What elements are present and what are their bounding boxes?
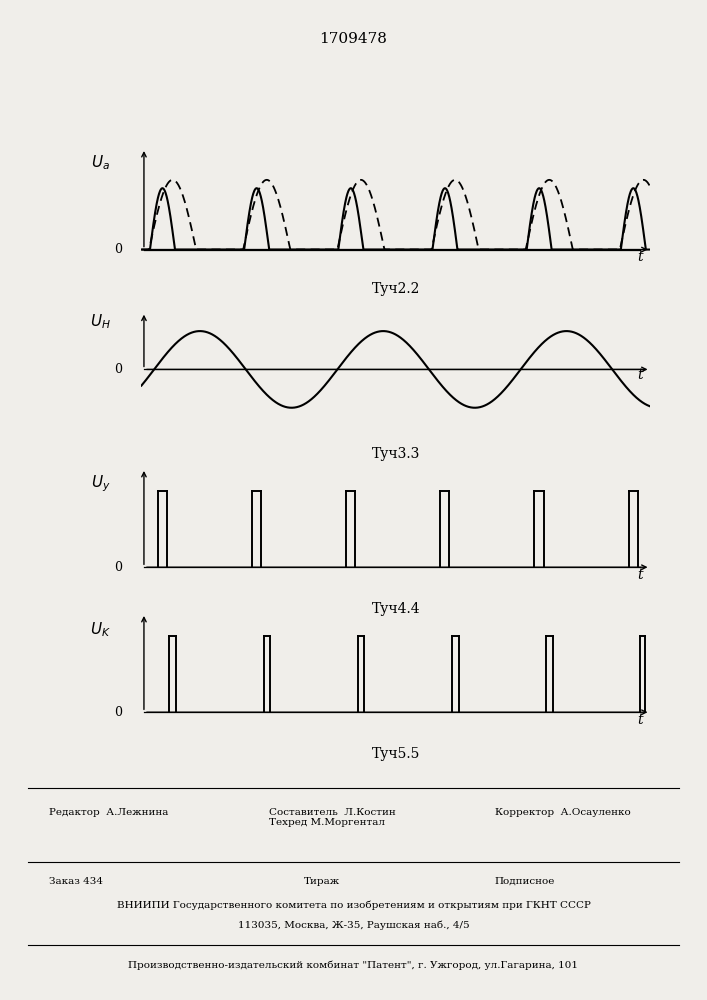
Text: Заказ 434: Заказ 434 <box>49 877 103 886</box>
Text: Составитель  Л.Костин
Техред М.Моргентал: Составитель Л.Костин Техред М.Моргентал <box>269 808 395 827</box>
Text: $U_a$: $U_a$ <box>91 153 110 172</box>
Text: $U_H$: $U_H$ <box>90 312 111 331</box>
Text: t: t <box>638 713 643 727</box>
Text: Τуч5.5: Τуч5.5 <box>372 747 420 761</box>
Text: Редактор  А.Лежнина: Редактор А.Лежнина <box>49 808 169 817</box>
Text: 0: 0 <box>115 363 122 376</box>
Text: Корректор  А.Осауленко: Корректор А.Осауленко <box>495 808 631 817</box>
Text: Подписное: Подписное <box>495 877 555 886</box>
Text: ВНИИПИ Государственного комитета по изобретениям и открытиям при ГКНТ СССР: ВНИИПИ Государственного комитета по изоб… <box>117 900 590 910</box>
Text: t: t <box>638 368 643 382</box>
Text: $U_y$: $U_y$ <box>91 474 110 494</box>
Text: 0: 0 <box>115 561 122 574</box>
Text: Производственно-издательский комбинат "Патент", г. Ужгород, ул.Гагарина, 101: Производственно-издательский комбинат "П… <box>129 960 578 970</box>
Text: Τуч3.3: Τуч3.3 <box>372 447 420 461</box>
Text: 113035, Москва, Ж-35, Раушская наб., 4/5: 113035, Москва, Ж-35, Раушская наб., 4/5 <box>238 920 469 930</box>
Text: $U_K$: $U_K$ <box>90 620 111 639</box>
Text: 1709478: 1709478 <box>320 32 387 46</box>
Text: t: t <box>638 568 643 582</box>
Text: Τуч4.4: Τуч4.4 <box>372 602 420 616</box>
Text: 0: 0 <box>115 243 122 256</box>
Text: t: t <box>638 250 643 264</box>
Text: Тираж: Тираж <box>304 877 340 886</box>
Text: Τуч2.2: Τуч2.2 <box>372 282 420 296</box>
Text: 0: 0 <box>115 706 122 719</box>
